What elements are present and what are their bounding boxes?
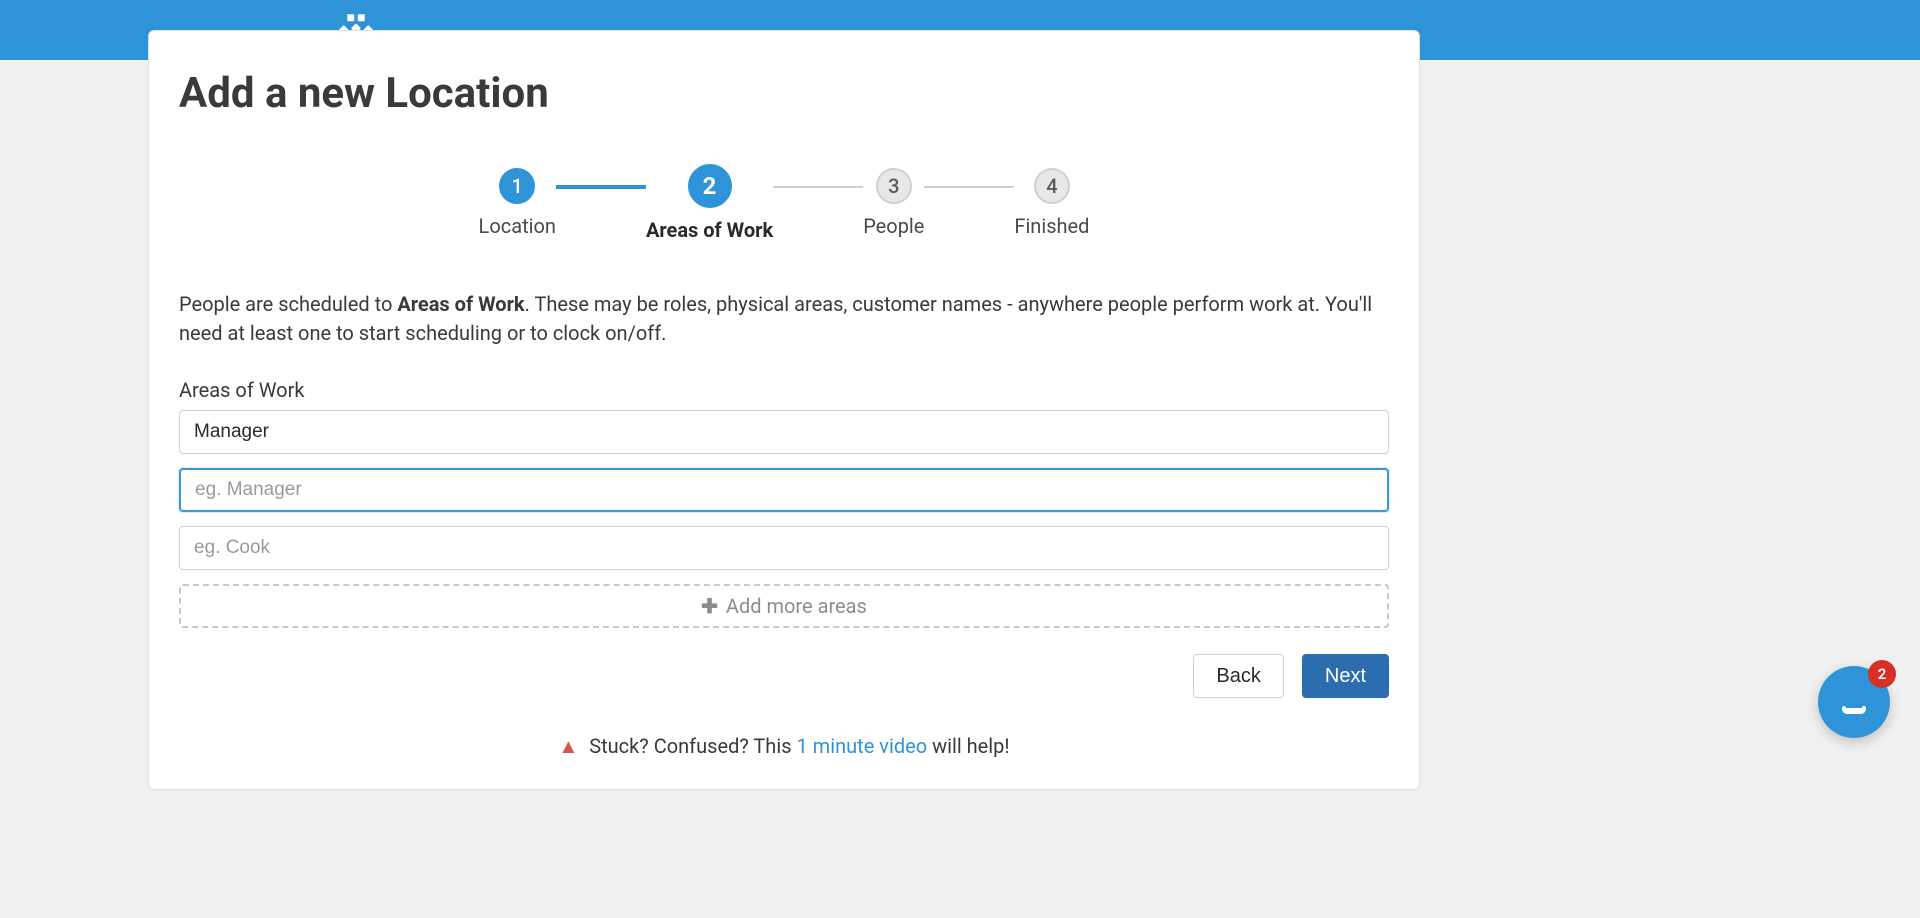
step-connector bbox=[924, 186, 1014, 188]
step-label: Areas of Work bbox=[646, 218, 773, 242]
chat-badge: 2 bbox=[1868, 660, 1896, 688]
step-circle: 1 bbox=[499, 168, 535, 204]
plus-icon: ✚ bbox=[701, 594, 718, 618]
back-button[interactable]: Back bbox=[1193, 654, 1283, 698]
warning-icon: ▲ bbox=[558, 734, 578, 758]
wizard-button-row: Back Next bbox=[179, 654, 1389, 698]
areas-of-work-label: Areas of Work bbox=[179, 378, 1389, 402]
step-connector bbox=[773, 186, 863, 188]
step-label: Finished bbox=[1014, 214, 1089, 238]
add-more-areas-button[interactable]: ✚ Add more areas bbox=[179, 584, 1389, 628]
step-circle: 2 bbox=[688, 164, 732, 208]
area-input-3[interactable] bbox=[179, 526, 1389, 570]
chat-icon bbox=[1836, 684, 1872, 720]
step-finished[interactable]: 4 Finished bbox=[1014, 168, 1089, 238]
help-text: ▲ Stuck? Confused? This 1 minute video w… bbox=[179, 734, 1389, 759]
description-text: People are scheduled to Areas of Work. T… bbox=[179, 290, 1389, 348]
page-title: Add a new Location bbox=[179, 69, 1389, 118]
step-circle: 4 bbox=[1034, 168, 1070, 204]
step-connector bbox=[556, 185, 646, 189]
step-label: Location bbox=[479, 214, 556, 238]
area-input-2[interactable] bbox=[179, 468, 1389, 512]
help-video-link[interactable]: 1 minute video bbox=[796, 734, 927, 758]
wizard-panel: Add a new Location 1 Location 2 Areas of… bbox=[148, 30, 1420, 790]
step-label: People bbox=[863, 214, 924, 238]
step-areas-of-work[interactable]: 2 Areas of Work bbox=[646, 168, 773, 242]
chat-widget-button[interactable]: 2 bbox=[1818, 666, 1890, 738]
step-location[interactable]: 1 Location bbox=[479, 168, 556, 238]
area-input-1[interactable] bbox=[179, 410, 1389, 454]
stepper: 1 Location 2 Areas of Work 3 People 4 Fi… bbox=[179, 168, 1389, 242]
step-circle: 3 bbox=[876, 168, 912, 204]
step-people[interactable]: 3 People bbox=[863, 168, 924, 238]
add-more-label: Add more areas bbox=[726, 594, 867, 618]
next-button[interactable]: Next bbox=[1302, 654, 1389, 698]
